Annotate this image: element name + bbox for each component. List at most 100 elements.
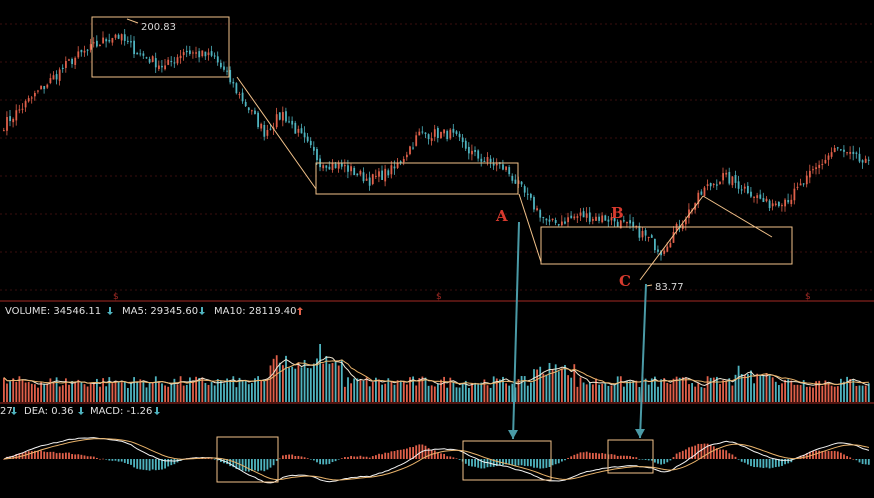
volume-bar xyxy=(582,382,585,402)
volume-bar xyxy=(759,374,762,402)
volume-bar xyxy=(127,387,129,402)
volume-bar xyxy=(604,383,607,402)
macd-bar xyxy=(232,459,235,468)
candle-body xyxy=(604,215,607,221)
volume-bar xyxy=(6,383,8,402)
volume-bar xyxy=(595,378,597,402)
macd-bar xyxy=(263,459,266,472)
volume-bar xyxy=(96,378,98,402)
candle-body xyxy=(647,236,650,238)
macd-bar xyxy=(266,459,269,470)
candle-body xyxy=(561,221,563,226)
macd-bar xyxy=(650,459,653,461)
candle-body xyxy=(548,219,551,222)
macd-bar xyxy=(15,454,18,459)
volume-bar xyxy=(520,376,523,402)
candle-body xyxy=(424,132,427,134)
macd-bar xyxy=(123,459,126,463)
volume-bar xyxy=(523,376,526,402)
macd-bar xyxy=(536,459,538,468)
volume-bar xyxy=(576,386,579,402)
candle-body xyxy=(347,165,349,172)
candle-body xyxy=(433,129,436,137)
candle-body xyxy=(790,199,793,205)
macd-bar xyxy=(415,445,418,459)
volume-bar xyxy=(114,380,117,402)
candle-body xyxy=(778,201,780,207)
divergence-arrow-c-head xyxy=(635,429,645,438)
candle-body xyxy=(192,52,194,54)
candle-body xyxy=(396,162,399,168)
volume-bar xyxy=(737,365,740,402)
volume-bar xyxy=(260,380,263,402)
candle-body xyxy=(443,129,445,134)
candle-body xyxy=(247,107,250,111)
macd-bar xyxy=(638,459,641,460)
candle-body xyxy=(768,200,771,209)
candle-body xyxy=(216,56,219,63)
volume-bar xyxy=(244,380,247,402)
volume-bar xyxy=(681,377,684,402)
macd-bar xyxy=(446,456,449,459)
candle-body xyxy=(787,200,790,203)
volume-bar xyxy=(716,376,718,402)
volume-bar xyxy=(375,377,377,402)
candle-body xyxy=(446,130,449,140)
candle-body xyxy=(607,219,610,222)
macd-bar xyxy=(309,459,312,460)
macd-bar xyxy=(409,447,411,459)
macd-bar xyxy=(226,459,228,465)
candle-body xyxy=(306,136,309,142)
macd-bar xyxy=(49,451,52,459)
candle-body xyxy=(136,52,139,55)
candle-body xyxy=(185,50,188,53)
macd-bar xyxy=(657,459,659,464)
macd-bar xyxy=(759,459,762,468)
macd-bar xyxy=(663,459,666,464)
candle-body xyxy=(108,39,111,42)
volume-bar xyxy=(483,379,486,402)
candle-body xyxy=(173,62,176,64)
macd-bar xyxy=(452,457,455,459)
candle-body xyxy=(313,146,315,151)
volume-bar xyxy=(632,380,635,402)
candle-body xyxy=(294,122,297,134)
macd-bar xyxy=(46,452,49,459)
macd-bar xyxy=(626,455,628,459)
volume-bar xyxy=(778,385,780,402)
macd-bar xyxy=(282,455,284,459)
macd-bar xyxy=(455,458,458,460)
volume-bar xyxy=(154,376,157,402)
macd-bar xyxy=(148,459,151,471)
candle-body xyxy=(133,40,135,55)
volume-bar xyxy=(536,369,538,402)
candle-body xyxy=(824,159,827,164)
candle-body xyxy=(316,148,318,161)
macd-bar xyxy=(61,453,64,459)
candle-body xyxy=(176,57,179,64)
volume-bar xyxy=(663,378,666,402)
volume-bar xyxy=(861,385,864,402)
candle-body xyxy=(523,186,526,193)
volume-bar xyxy=(303,359,306,402)
candle-body xyxy=(821,163,824,165)
volume-bar xyxy=(15,382,18,402)
candle-body xyxy=(402,158,405,163)
volume-bar xyxy=(722,380,724,402)
candle-body xyxy=(576,216,579,218)
volume-bar xyxy=(331,363,334,402)
macd-bar xyxy=(71,454,73,459)
volume-bar xyxy=(238,377,241,402)
candle-body xyxy=(182,52,185,56)
volume-bar xyxy=(68,384,70,402)
dif-down-arrow-icon xyxy=(11,407,17,415)
volume-bar xyxy=(517,379,520,402)
macd-bar xyxy=(34,450,36,459)
candle-body xyxy=(207,52,210,56)
price-candles xyxy=(3,29,870,261)
candle-body xyxy=(371,174,374,185)
candle-body xyxy=(663,250,666,254)
candle-body xyxy=(722,173,724,181)
volume-bar xyxy=(46,383,49,402)
volume-bar xyxy=(371,382,374,402)
